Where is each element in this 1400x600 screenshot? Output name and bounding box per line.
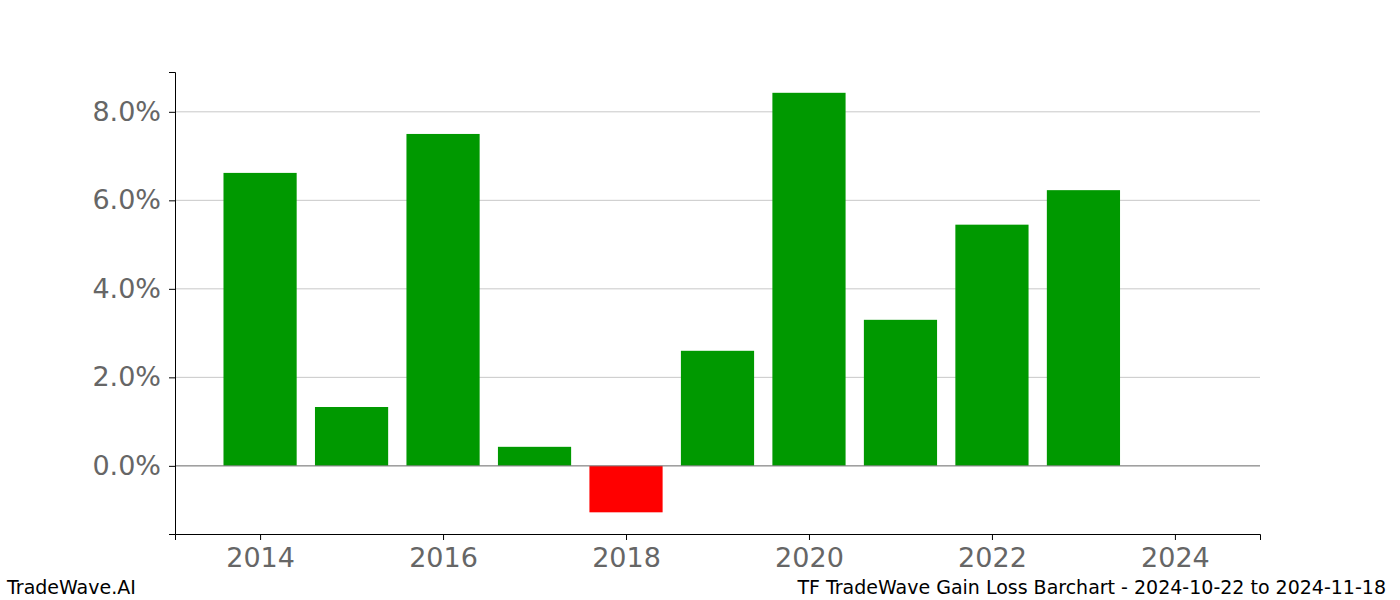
x-axis: 2014 2016 2018 2020 2022 2024 bbox=[176, 534, 1261, 573]
y-tick-label: 0.0% bbox=[92, 450, 161, 481]
bar bbox=[772, 93, 845, 466]
y-tick-label: 4.0% bbox=[92, 273, 161, 304]
y-tick-label: 2.0% bbox=[92, 361, 161, 392]
y-tick-mark bbox=[169, 112, 175, 113]
chart: 0.0% 2.0% 4.0% 6.0% 8.0% 2014 2016 2018 2020 2022… bbox=[0, 0, 1400, 600]
y-tick-label: 6.0% bbox=[92, 184, 161, 215]
x-tick: 2018 bbox=[592, 534, 661, 573]
bar bbox=[1047, 190, 1120, 466]
x-tick-label: 2022 bbox=[958, 542, 1027, 573]
x-tick-label: 2018 bbox=[592, 542, 661, 573]
y-tick-mark bbox=[169, 289, 175, 290]
x-tick: 2022 bbox=[958, 534, 1027, 573]
x-tick-label: 2020 bbox=[775, 542, 844, 573]
bar bbox=[223, 173, 296, 466]
y-tick: 2.0% bbox=[92, 361, 175, 392]
bar bbox=[681, 351, 754, 466]
x-tick-mark bbox=[809, 534, 810, 540]
zero-line bbox=[175, 465, 1260, 466]
bar bbox=[864, 320, 937, 466]
y-axis-line bbox=[169, 73, 176, 535]
grid bbox=[175, 112, 1260, 466]
x-tick: 2024 bbox=[1141, 534, 1210, 573]
footer-brand: TradeWave.AI bbox=[6, 576, 136, 598]
bar bbox=[315, 407, 388, 466]
bar bbox=[406, 134, 479, 466]
grid-line bbox=[175, 111, 1260, 112]
bars bbox=[223, 93, 1120, 513]
y-tick-mark bbox=[169, 466, 175, 467]
x-tick: 2014 bbox=[226, 534, 295, 573]
x-tick-mark bbox=[260, 534, 261, 540]
x-tick-mark bbox=[1175, 534, 1176, 540]
y-tick-mark bbox=[169, 377, 175, 378]
y-tick-label: 8.0% bbox=[92, 96, 161, 127]
y-axis: 0.0% 2.0% 4.0% 6.0% 8.0% bbox=[92, 73, 175, 535]
y-tick: 4.0% bbox=[92, 273, 175, 304]
bar bbox=[498, 447, 571, 466]
bar bbox=[589, 466, 662, 512]
x-tick: 2016 bbox=[409, 534, 478, 573]
y-tick: 8.0% bbox=[92, 96, 175, 127]
x-tick: 2020 bbox=[775, 534, 844, 573]
x-tick-mark bbox=[992, 534, 993, 540]
y-tick: 0.0% bbox=[92, 450, 175, 481]
y-tick-mark bbox=[169, 200, 175, 201]
y-tick: 6.0% bbox=[92, 184, 175, 215]
grid-line bbox=[175, 465, 1260, 466]
x-tick-label: 2014 bbox=[226, 542, 295, 573]
footer-caption: TF TradeWave Gain Loss Barchart - 2024-1… bbox=[796, 576, 1386, 598]
bar bbox=[955, 225, 1028, 466]
x-tick-mark bbox=[443, 534, 444, 540]
x-tick-label: 2016 bbox=[409, 542, 478, 573]
x-axis-line bbox=[176, 535, 1261, 541]
x-tick-mark bbox=[626, 534, 627, 540]
x-tick-label: 2024 bbox=[1141, 542, 1210, 573]
plot: 0.0% 2.0% 4.0% 6.0% 8.0% 2014 2016 2018 2020 2022… bbox=[92, 73, 1260, 574]
